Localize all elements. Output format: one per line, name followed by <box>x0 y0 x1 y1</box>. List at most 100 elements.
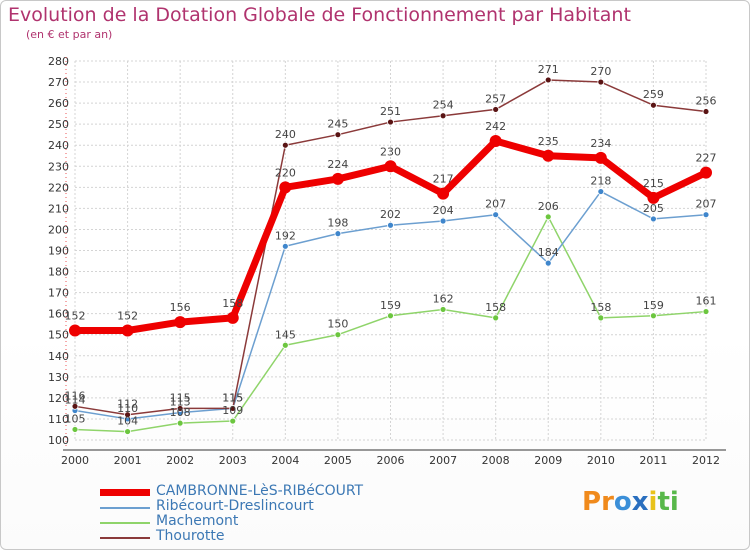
data-label: 207 <box>485 198 506 211</box>
data-point <box>597 314 605 322</box>
logo-letter: r <box>601 487 614 517</box>
y-tick-label: 190 <box>48 245 69 258</box>
data-point <box>702 308 710 315</box>
data-point <box>69 324 81 337</box>
y-tick-label: 210 <box>48 202 69 215</box>
y-tick-label: 110 <box>48 413 69 426</box>
y-tick-label: 100 <box>48 434 69 447</box>
data-label: 115 <box>222 391 243 404</box>
data-label-layer: 105 104 108 109 145 150 159 162 158 206 158 159 161 1… <box>65 63 717 428</box>
y-tick-label: 140 <box>48 350 69 363</box>
data-point <box>174 316 187 329</box>
data-label: 158 <box>485 301 506 314</box>
y-tick-label: 220 <box>48 181 69 194</box>
data-label: 257 <box>485 92 506 105</box>
legend-swatch-machemont <box>100 522 150 524</box>
data-point <box>544 259 552 267</box>
data-point <box>489 135 502 148</box>
logo-letter: i <box>648 487 658 517</box>
legend-label-ribecourt: Ribécourt-Dreslincourt <box>156 498 314 514</box>
legend: CAMBRONNE-LèS-RIBéCOURT Ribécourt-Dresli… <box>100 483 420 545</box>
data-point <box>492 106 500 113</box>
data-point <box>700 166 712 179</box>
series-layer <box>69 76 712 435</box>
legend-item-machemont: Machemont <box>100 513 420 530</box>
data-point <box>594 151 607 164</box>
y-tick-label: 150 <box>48 329 69 342</box>
data-label: 206 <box>538 200 559 213</box>
data-label: 159 <box>643 299 664 312</box>
x-tick-label: 2006 <box>377 454 405 467</box>
data-label: 235 <box>538 135 559 148</box>
legend-swatch-cambronne <box>100 489 150 496</box>
data-point <box>387 312 394 320</box>
y-tick-label: 170 <box>48 287 69 300</box>
data-point <box>439 306 447 313</box>
data-point <box>176 419 184 427</box>
y-tick-label: 160 <box>48 308 69 321</box>
x-tick-label: 2004 <box>271 454 299 467</box>
data-label: 202 <box>380 208 401 221</box>
legend-item-cambronne: CAMBRONNE-LèS-RIBéCOURT <box>100 483 420 500</box>
data-point <box>544 76 552 84</box>
x-tick-label: 2007 <box>429 454 457 467</box>
y-tick-label: 240 <box>48 139 69 152</box>
data-label: 256 <box>696 95 717 108</box>
data-point <box>124 428 131 435</box>
data-label: 242 <box>485 120 506 133</box>
data-point <box>387 221 394 229</box>
data-point <box>437 187 450 200</box>
x-tick-label: 2012 <box>692 454 720 467</box>
data-point <box>439 112 447 120</box>
data-label: 152 <box>117 310 138 323</box>
legend-item-thourotte: Thourotte <box>100 528 420 545</box>
data-label: 109 <box>222 404 243 417</box>
x-tick-label: 2005 <box>324 454 352 467</box>
y-tick-label: 270 <box>48 76 69 89</box>
data-label: 245 <box>327 118 348 131</box>
data-label: 159 <box>380 299 401 312</box>
data-label: 254 <box>433 99 454 112</box>
data-point <box>281 242 289 250</box>
data-point <box>384 160 397 173</box>
data-label: 271 <box>538 63 559 76</box>
logo-letter: x <box>631 487 649 517</box>
data-point <box>492 314 500 322</box>
logo-letter: o <box>613 487 632 517</box>
data-label: 234 <box>590 137 611 150</box>
y-tick-label: 130 <box>48 371 69 384</box>
data-label: 114 <box>65 394 86 407</box>
data-point <box>334 230 342 238</box>
y-tick-label: 250 <box>48 118 69 131</box>
data-label: 104 <box>117 415 138 428</box>
data-label: 156 <box>170 301 191 314</box>
x-tick-label: 2003 <box>219 454 247 467</box>
data-point <box>542 149 555 162</box>
data-label: 240 <box>275 128 296 141</box>
legend-label-machemont: Machemont <box>156 513 239 529</box>
axis-layer: 100 110 120 130 140 150 160 170 180 190 200 210 220 2… <box>48 55 726 467</box>
data-label: 220 <box>275 166 296 179</box>
data-label: 224 <box>327 158 348 171</box>
data-point <box>334 131 342 139</box>
data-point <box>647 191 660 204</box>
legend-swatch-thourotte <box>100 537 150 539</box>
data-point <box>121 324 134 337</box>
data-label: 145 <box>275 328 296 341</box>
x-tick-label: 2009 <box>534 454 562 467</box>
data-label: 205 <box>643 202 664 215</box>
data-point <box>226 311 239 324</box>
data-label: 116 <box>65 389 86 402</box>
data-point <box>229 405 237 412</box>
data-label: 270 <box>590 65 611 78</box>
data-label: 162 <box>433 292 454 305</box>
logo-letter: t <box>657 487 670 517</box>
data-point <box>650 215 657 223</box>
y-tick-label: 260 <box>48 97 69 110</box>
legend-swatch-ribecourt <box>100 507 150 509</box>
data-label: 192 <box>275 229 296 242</box>
x-tick-label: 2008 <box>482 454 510 467</box>
x-tick-label: 2001 <box>114 454 142 467</box>
data-label: 108 <box>170 406 191 419</box>
